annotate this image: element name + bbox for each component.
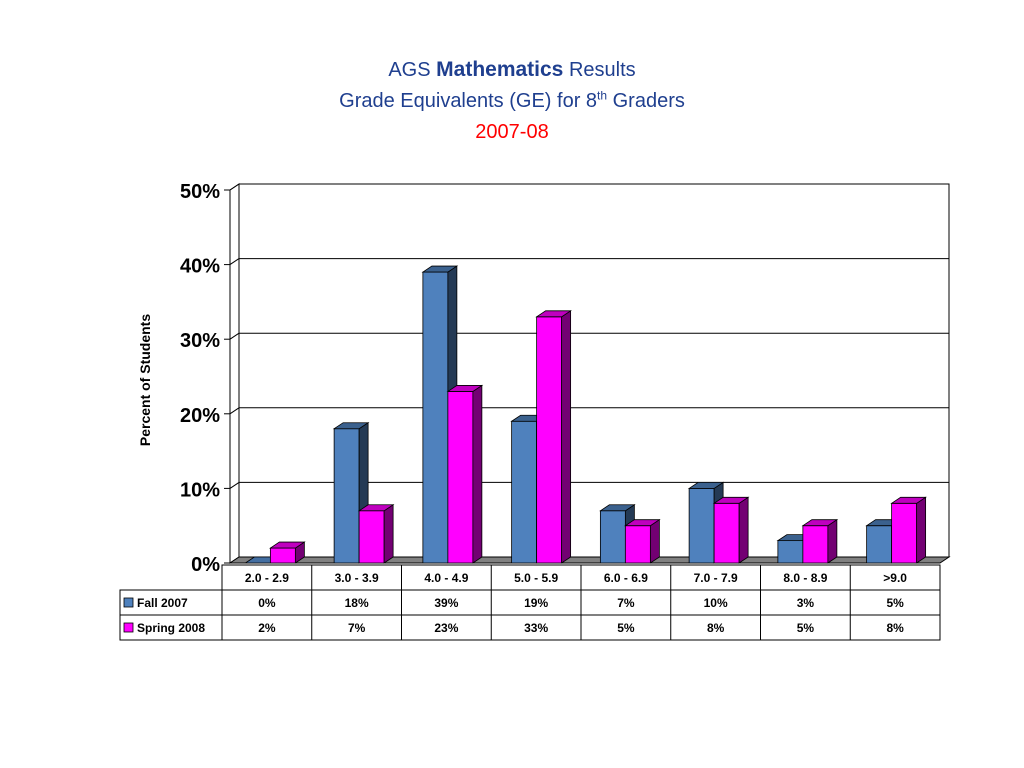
gridline-side [229, 481, 240, 489]
bar-spring-2008 [357, 504, 395, 564]
title-line2-sup: th [597, 88, 608, 103]
title-line-1: AGS Mathematics Results [0, 54, 1024, 86]
bar-front [333, 428, 360, 564]
bar-fall-2007 [332, 421, 370, 564]
legend-label: Fall 2007 [137, 596, 188, 610]
y-tick-label: 20% [180, 405, 220, 427]
bar-top [712, 496, 750, 504]
bar-front [269, 547, 296, 564]
bar-front [358, 510, 385, 564]
bar-side [383, 504, 394, 564]
bar-front [866, 525, 893, 564]
bar-spring-2008 [535, 310, 572, 564]
x-category-label: 6.0 - 6.9 [604, 571, 648, 585]
x-category-label: 7.0 - 7.9 [694, 571, 738, 585]
legend-swatch [123, 597, 134, 608]
bar-top [269, 541, 306, 549]
bar-top [599, 504, 636, 512]
data-table-value: 7% [348, 621, 366, 635]
bar-side [649, 518, 660, 564]
x-category-label: 2.0 - 2.9 [245, 571, 289, 585]
plot-side-wall [229, 183, 240, 564]
gridline-side [229, 332, 240, 340]
bar-front [891, 502, 918, 564]
bar-top [535, 310, 572, 318]
data-table-value: 8% [886, 621, 904, 635]
bar-side [738, 496, 749, 564]
bar-top [890, 496, 927, 504]
data-table-value: 33% [524, 621, 548, 635]
legend-swatch [123, 622, 134, 633]
title-year: 2007-08 [475, 121, 549, 143]
y-axis-label: Percent of Students [137, 314, 153, 446]
data-table-value: 19% [524, 596, 548, 610]
bar-front [447, 391, 474, 564]
title-line-2: Grade Equivalents (GE) for 8th Graders [0, 86, 1024, 117]
bar-top [801, 519, 839, 527]
x-category-label: 8.0 - 8.9 [783, 571, 827, 585]
title-prefix: AGS [388, 59, 431, 81]
bar-front [599, 510, 626, 564]
data-table-value: 3% [797, 596, 815, 610]
chart-title: AGS Mathematics Results Grade Equivalent… [0, 54, 1024, 148]
bar-spring-2008 [801, 518, 839, 564]
bar-front [688, 487, 715, 564]
bar-top [624, 519, 661, 527]
bar-top [357, 504, 395, 512]
gridline-side [229, 183, 240, 191]
y-tick-label: 30% [180, 330, 220, 352]
bar-top [332, 422, 370, 430]
title-line2-after: Graders [612, 90, 685, 112]
bar-side [561, 310, 572, 564]
x-category-label: 4.0 - 4.9 [424, 571, 468, 585]
bar-spring-2008 [269, 541, 306, 564]
data-table-value: 39% [434, 596, 458, 610]
data-table-value: 0% [258, 596, 276, 610]
bar-spring-2008 [890, 496, 927, 564]
bar-side [827, 518, 838, 564]
bar-front [511, 420, 538, 564]
data-table-value: 10% [704, 596, 728, 610]
bar-side [472, 384, 483, 564]
bar-top [446, 385, 484, 392]
data-table-value: 18% [345, 596, 369, 610]
bar-front [536, 316, 563, 564]
gridline-side [229, 407, 240, 415]
bar-front [777, 540, 804, 564]
bar-front [802, 525, 829, 564]
data-table-value: 5% [886, 596, 904, 610]
bar-front [624, 525, 651, 564]
bar-top [687, 481, 725, 489]
title-suffix: Results [568, 59, 636, 81]
title-bold: Mathematics [436, 58, 564, 81]
x-category-label: 3.0 - 3.9 [335, 571, 379, 585]
bar-front [713, 502, 740, 564]
bar-spring-2008 [624, 518, 661, 564]
gridline-side [229, 258, 240, 266]
bar-top [421, 265, 459, 273]
y-tick-label: 50% [180, 181, 220, 203]
y-tick-label: 0% [191, 554, 220, 576]
data-table-value: 8% [707, 621, 725, 635]
data-table-value: 5% [797, 621, 815, 635]
y-tick-label: 40% [180, 256, 220, 278]
bar-side [916, 496, 927, 564]
data-table-value: 2% [258, 621, 276, 635]
data-table-value: 23% [434, 621, 458, 635]
bar-spring-2008 [712, 496, 750, 564]
y-tick-label: 10% [180, 479, 220, 501]
data-table-value: 5% [617, 621, 635, 635]
legend-label: Spring 2008 [137, 621, 205, 635]
x-category-label: 5.0 - 5.9 [514, 571, 558, 585]
bar-spring-2008 [446, 384, 484, 564]
bar-front [422, 271, 449, 564]
title-line2-before: Grade Equivalents (GE) for 8 [339, 90, 598, 112]
data-table-value: 7% [617, 596, 635, 610]
x-category-label: >9.0 [883, 571, 907, 585]
